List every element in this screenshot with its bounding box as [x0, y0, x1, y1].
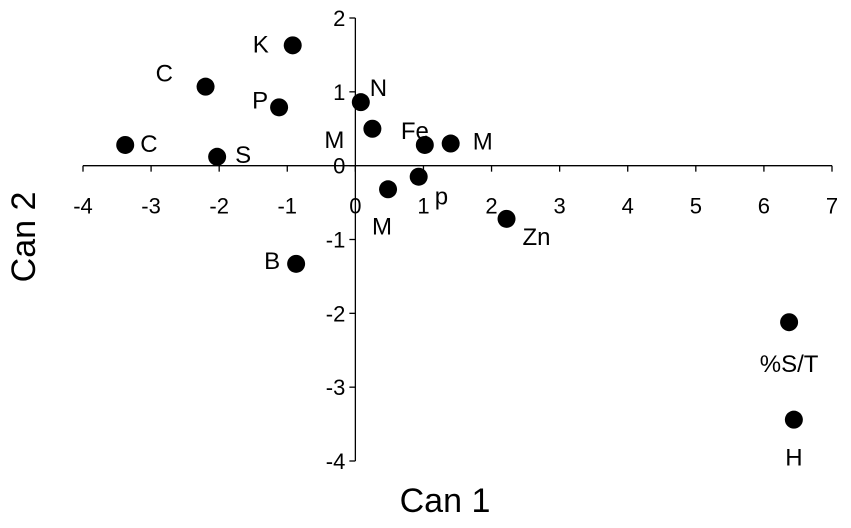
y-tick-label: 2: [333, 6, 345, 31]
data-point: [784, 410, 803, 429]
data-point: [196, 77, 215, 96]
x-tick-label: 3: [554, 194, 566, 219]
point-label: M: [372, 213, 392, 240]
point-label: C: [156, 61, 173, 88]
point-label: N: [370, 75, 387, 102]
point-label: Fe: [401, 118, 429, 145]
x-tick-label: -2: [209, 194, 229, 219]
y-tick-label: -3: [326, 375, 346, 400]
point-labels: K C P N C S M Fe M Mp Zn B %S/T H: [140, 31, 819, 471]
data-point: [497, 209, 516, 228]
point-label: K: [253, 31, 269, 58]
data-point: [409, 167, 428, 186]
y-tick-label: 1: [333, 80, 345, 105]
point-label: C: [140, 131, 157, 158]
x-tick-label: -4: [73, 194, 93, 219]
point-label: M: [324, 127, 344, 154]
x-tick-label: 5: [690, 194, 702, 219]
point-label: M: [473, 129, 493, 156]
x-axis-title: Can 1: [400, 482, 491, 520]
x-tick-label: -1: [277, 194, 297, 219]
data-point: [780, 313, 799, 332]
point-label: %S/T: [760, 351, 819, 378]
x-axis-ticks: -4 -3 -2 -1 0 1 2 3 4 5 6 7: [73, 165, 838, 219]
y-axis-title: Can 2: [5, 192, 43, 283]
data-point: [283, 36, 302, 55]
data-point: [379, 180, 398, 199]
data-point: [363, 119, 382, 138]
data-points: [116, 36, 803, 429]
data-point: [287, 254, 306, 273]
y-tick-label: -4: [326, 449, 346, 474]
x-tick-label: 4: [622, 194, 634, 219]
data-point: [351, 93, 370, 112]
x-tick-label: 7: [826, 194, 838, 219]
point-label: S: [235, 142, 251, 169]
x-tick-label: 2: [485, 194, 497, 219]
x-tick-label: 6: [758, 194, 770, 219]
point-label: p: [435, 184, 448, 211]
data-point: [415, 135, 434, 154]
data-point: [441, 134, 460, 153]
point-label: Zn: [523, 224, 551, 251]
x-tick-label: 1: [417, 194, 429, 219]
point-label: B: [264, 248, 280, 275]
data-point: [270, 98, 289, 117]
data-point: [208, 147, 227, 166]
y-tick-label: -1: [326, 228, 346, 253]
point-label: H: [785, 445, 802, 472]
point-label: P: [252, 87, 268, 114]
x-tick-label: -3: [141, 194, 161, 219]
y-tick-label: -2: [326, 301, 346, 326]
data-point: [116, 135, 135, 154]
